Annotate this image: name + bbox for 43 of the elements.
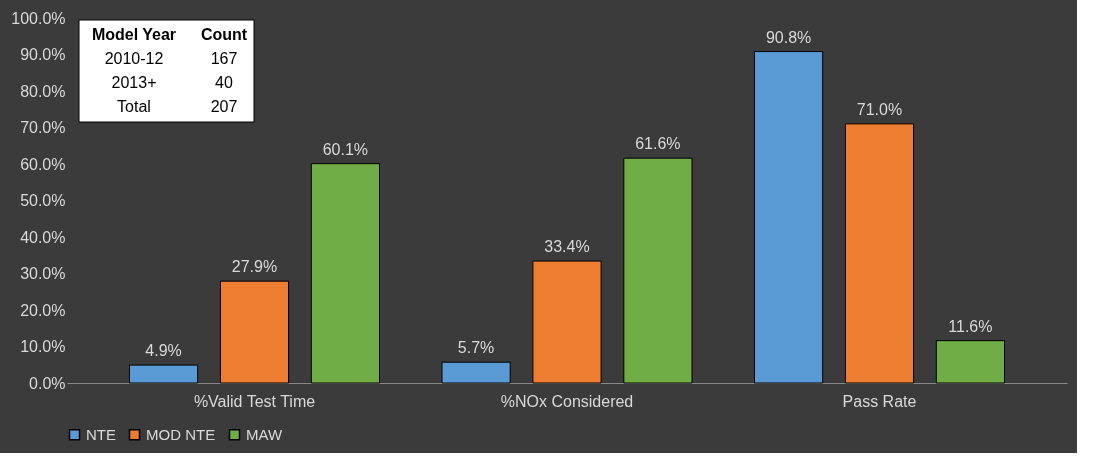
data-label: 90.8%	[765, 28, 812, 46]
annotation: 2010-12	[104, 50, 164, 67]
annotation: 40	[215, 74, 233, 91]
annotation: Total	[117, 98, 151, 115]
y-tick-label: 0.0%	[29, 374, 66, 392]
bar	[219, 280, 290, 384]
y-tick-label: 40.0%	[20, 228, 66, 246]
annotation: Count	[200, 26, 248, 43]
bar	[441, 361, 511, 384]
legend-label: MAW	[246, 425, 283, 443]
x-tick-label: %NOx Considered	[500, 392, 634, 410]
y-tick-label: 90.0%	[20, 46, 66, 63]
data-label: 5.7%	[457, 339, 495, 357]
bar	[310, 163, 380, 384]
annotation: 2013+	[111, 74, 157, 91]
data-label: 27.9%	[231, 258, 278, 276]
y-tick-label: 80.0%	[20, 82, 66, 100]
data-label: 71.0%	[856, 100, 903, 118]
y-tick-label: 10.0%	[20, 338, 66, 355]
bar	[844, 123, 915, 384]
bar	[935, 340, 1005, 384]
x-tick-label: %Valid Test Time	[193, 392, 316, 410]
x-tick-label: Pass Rate	[842, 392, 917, 410]
annotation: Model Year	[91, 26, 177, 43]
y-tick-label: 20.0%	[20, 301, 66, 319]
data-label: 11.6%	[948, 317, 993, 335]
bar	[129, 364, 199, 384]
data-label: 33.4%	[544, 238, 590, 256]
annotation: 207	[210, 98, 238, 115]
y-tick-label: 30.0%	[20, 265, 66, 282]
y-tick-label: 100.0%	[11, 9, 66, 27]
data-label: 61.6%	[635, 135, 681, 153]
bar	[532, 260, 602, 384]
bar	[623, 157, 693, 384]
y-tick-label: 60.0%	[20, 155, 66, 173]
data-label: 4.9%	[145, 342, 182, 360]
y-tick-label: 50.0%	[20, 192, 66, 209]
legend-label: NTE	[86, 425, 116, 443]
data-label: 60.1%	[322, 140, 369, 158]
legend-label: MOD NTE	[146, 425, 216, 443]
y-tick-label: 70.0%	[20, 119, 66, 136]
annotation: 167	[210, 50, 238, 67]
bar	[754, 51, 824, 384]
